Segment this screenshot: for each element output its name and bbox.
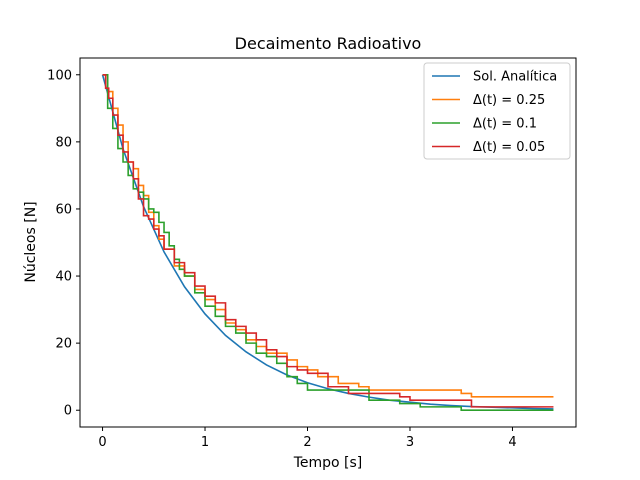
legend: Sol. Analítica Δ(t) = 0.25 Δ(t) = 0.1 Δ(t) … [423, 62, 571, 160]
x-axis: 0 1 2 3 4 [98, 427, 517, 450]
y-tick-label: 20 [55, 337, 72, 352]
chart-title: Decaimento Radioativo [235, 34, 422, 53]
y-tick-label: 80 [55, 135, 72, 150]
legend-label-dt-025: Δ(t) = 0.25 [473, 93, 545, 108]
legend-label-dt-01: Δ(t) = 0.1 [473, 117, 537, 132]
legend-label-analytic: Sol. Analítica [473, 70, 557, 85]
x-tick-label: 1 [201, 435, 209, 450]
series-layer [101, 73, 554, 412]
x-tick-label: 0 [98, 435, 106, 450]
plot-area [101, 73, 554, 412]
y-tick-label: 0 [64, 404, 72, 419]
y-axis-title: Núcleos [N] [23, 201, 39, 282]
y-tick-label: 100 [47, 68, 72, 83]
y-tick-label: 60 [55, 202, 72, 217]
y-axis: 0 20 40 60 80 100 [47, 68, 80, 419]
x-tick-label: 4 [508, 435, 516, 450]
legend-label-dt-005: Δ(t) = 0.05 [473, 140, 545, 155]
plot-frame [79, 57, 577, 428]
x-tick-label: 3 [406, 435, 414, 450]
x-tick-label: 2 [303, 435, 311, 450]
series-line-dt-01 [102, 73, 554, 412]
series-line-dt-005 [102, 73, 554, 408]
legend-box [423, 62, 571, 160]
y-tick-label: 40 [55, 270, 72, 285]
x-axis-title: Tempo [s] [293, 455, 363, 471]
